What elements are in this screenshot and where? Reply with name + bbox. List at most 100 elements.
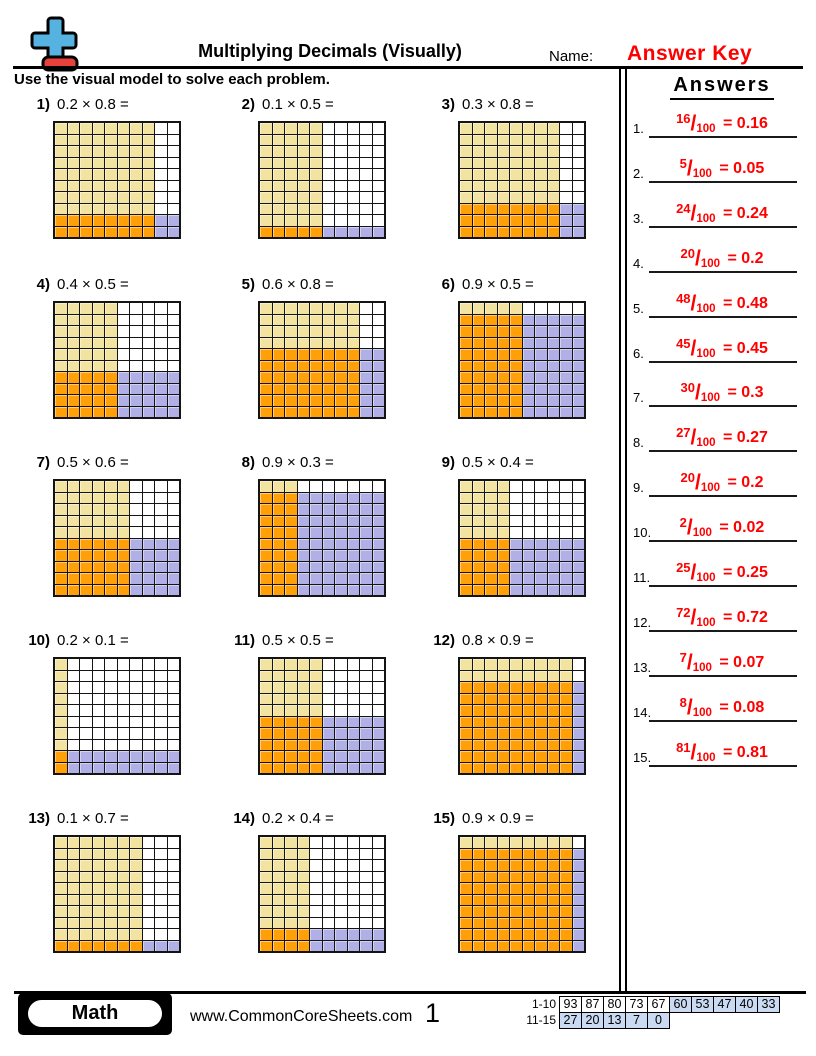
grid-cell (67, 940, 79, 951)
grid-cell (297, 406, 309, 417)
grid-cell (460, 894, 472, 905)
grid-cell (510, 573, 522, 584)
grid-cell (560, 929, 572, 940)
grid-cell (67, 360, 79, 371)
grid-cell (522, 215, 534, 226)
grid-cell (460, 670, 472, 681)
grid-cell (372, 314, 384, 325)
grid-cell (92, 883, 104, 894)
grid-cell (67, 728, 79, 739)
grid-cell (372, 682, 384, 693)
grid-cell (92, 728, 104, 739)
grid-cell (335, 203, 347, 214)
grid-cell (117, 682, 129, 693)
grid-cell (272, 314, 284, 325)
grid-cell (310, 860, 322, 871)
problem-number: 6) (441, 276, 455, 293)
grid-cell (472, 682, 484, 693)
grid-cell (167, 573, 179, 584)
grid-cell (55, 550, 67, 561)
grid-cell (260, 360, 272, 371)
grid-cell (360, 527, 372, 538)
grid-cell (460, 906, 472, 917)
grid-cell (460, 169, 472, 180)
answers-heading: Answers (670, 74, 774, 100)
grid-cell (67, 917, 79, 928)
grid-cell (130, 883, 142, 894)
grid-cell (360, 538, 372, 549)
grid-cell (67, 326, 79, 337)
grid-cell (535, 871, 547, 882)
grid-cell (285, 739, 297, 750)
grid-cell (310, 670, 322, 681)
grid-cell (547, 481, 559, 492)
grid-cell (80, 215, 92, 226)
grid-cell (260, 192, 272, 203)
grid-cell (322, 751, 334, 762)
grid-cell (497, 871, 509, 882)
grid-cell (167, 538, 179, 549)
grid-cell (485, 372, 497, 383)
grid-cell (560, 383, 572, 394)
grid-cell (535, 728, 547, 739)
grid-cell (167, 504, 179, 515)
grid-cell (535, 739, 547, 750)
grid-cell (310, 372, 322, 383)
answer-row: 13. 7/100 = 0.07 (628, 635, 816, 677)
grid-cell (535, 123, 547, 134)
grid-cell (560, 705, 572, 716)
grid-cell (372, 226, 384, 237)
grid-cell (497, 762, 509, 773)
grid-cell (55, 837, 67, 848)
grid-cell (167, 192, 179, 203)
grid-cell (485, 670, 497, 681)
grid-cell (572, 406, 584, 417)
grid-cell (310, 157, 322, 168)
grid-cell (155, 561, 167, 572)
grid-cell (260, 349, 272, 360)
grid-cell (360, 203, 372, 214)
grid-cell (497, 326, 509, 337)
grid-cell (572, 146, 584, 157)
grid-cell (272, 492, 284, 503)
grid-cell (360, 906, 372, 917)
hundreds-grid (53, 835, 181, 953)
grid-cell (522, 192, 534, 203)
grid-cell (297, 314, 309, 325)
grid-cell (105, 894, 117, 905)
grid-cell (117, 584, 129, 595)
grid-cell (510, 705, 522, 716)
grid-cell (117, 180, 129, 191)
grid-cell (142, 326, 154, 337)
grid-cell (105, 527, 117, 538)
grid-cell (167, 751, 179, 762)
grid-cell (547, 395, 559, 406)
grid-cell (272, 169, 284, 180)
grid-cell (535, 682, 547, 693)
grid-cell (260, 550, 272, 561)
grid-cell (347, 527, 359, 538)
grid-cell (522, 372, 534, 383)
grid-cell (117, 917, 129, 928)
grid-cell (510, 917, 522, 928)
grid-cell (472, 550, 484, 561)
grid-cell (547, 883, 559, 894)
grid-cell (117, 659, 129, 670)
grid-cell (510, 303, 522, 314)
answer-number: 2. (633, 165, 644, 181)
grid-cell (80, 383, 92, 394)
grid-cell (55, 538, 67, 549)
grid-cell (142, 584, 154, 595)
grid-cell (117, 871, 129, 882)
grid-cell (310, 406, 322, 417)
grid-cell (55, 395, 67, 406)
grid-cell (372, 395, 384, 406)
problem-expression: 0.5 × 0.6 = (57, 454, 129, 471)
grid-cell (372, 929, 384, 940)
grid-cell (105, 837, 117, 848)
grid-cell (142, 215, 154, 226)
grid-cell (535, 383, 547, 394)
grid-cell (155, 360, 167, 371)
grid-cell (347, 751, 359, 762)
grid-cell (472, 940, 484, 951)
